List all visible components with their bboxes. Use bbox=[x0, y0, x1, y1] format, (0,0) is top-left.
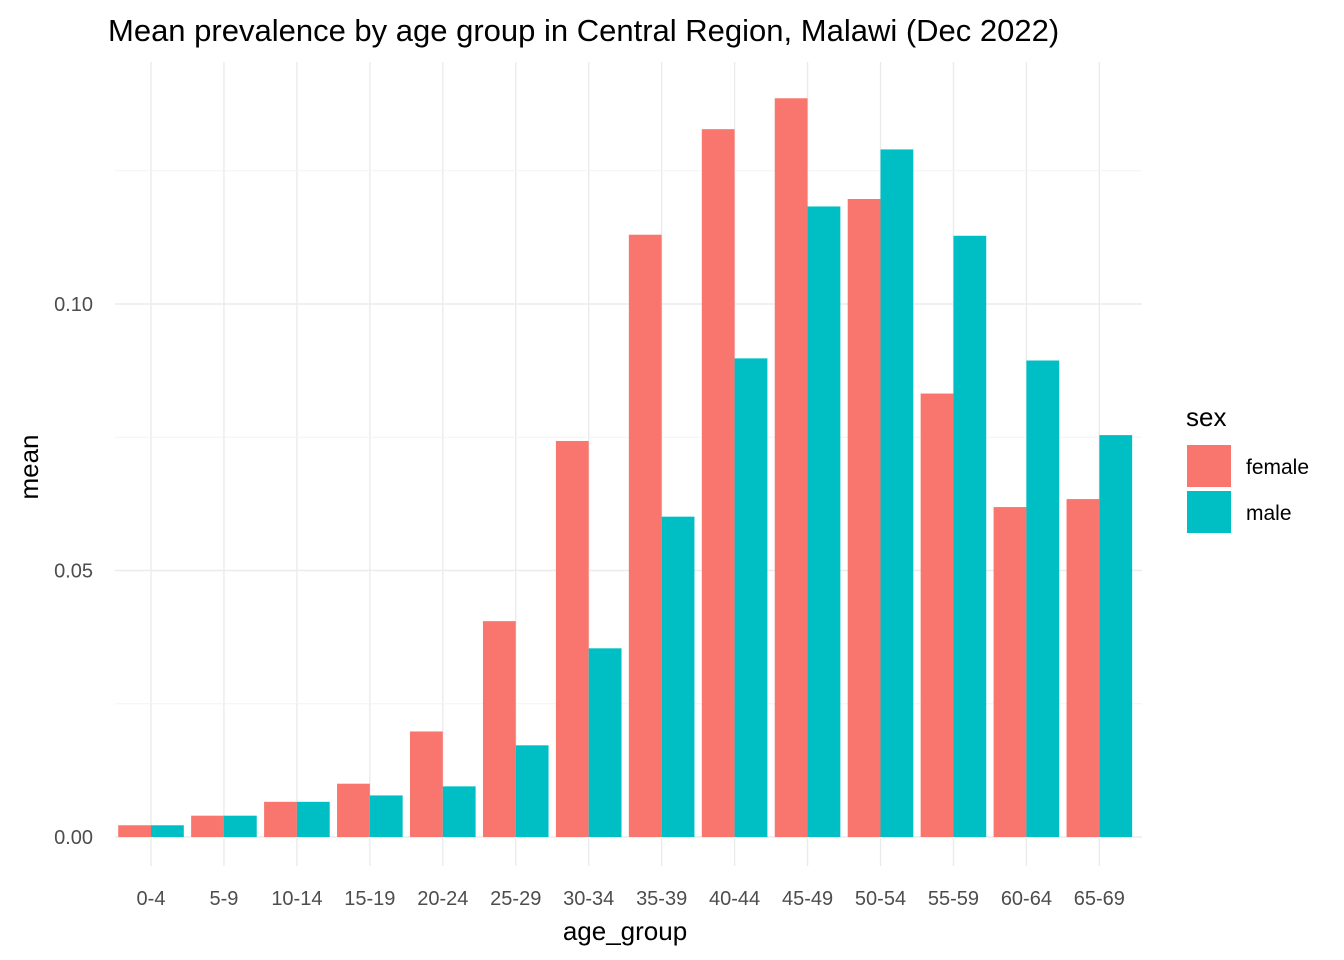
grid-lines bbox=[115, 62, 1142, 866]
legend-title: sex bbox=[1186, 402, 1226, 432]
bar-female-60-64 bbox=[993, 507, 1027, 837]
x-tick-label: 60-64 bbox=[1001, 888, 1052, 910]
x-tick-label: 25-29 bbox=[490, 888, 541, 910]
bar-female-30-34 bbox=[555, 440, 589, 837]
x-tick-label: 35-39 bbox=[636, 888, 687, 910]
legend-label-male: male bbox=[1246, 502, 1292, 525]
bar-male-10-14 bbox=[296, 801, 330, 837]
bar-female-0-4 bbox=[118, 825, 151, 837]
bar-female-25-29 bbox=[482, 621, 516, 837]
legend-label-female: female bbox=[1246, 456, 1309, 479]
bar-female-65-69 bbox=[1066, 499, 1100, 837]
bar-female-55-59 bbox=[920, 393, 954, 837]
bar-female-35-39 bbox=[628, 234, 662, 837]
bar-female-40-44 bbox=[701, 129, 735, 837]
bar-male-55-59 bbox=[953, 235, 987, 837]
bars bbox=[118, 98, 1133, 837]
x-tick-label: 65-69 bbox=[1074, 888, 1125, 910]
x-tick-label: 50-54 bbox=[855, 888, 906, 910]
bar-male-45-49 bbox=[807, 206, 841, 837]
bar-male-5-9 bbox=[223, 815, 257, 837]
y-tick-label: 0.05 bbox=[54, 561, 93, 583]
x-tick-label: 15-19 bbox=[344, 888, 395, 910]
bar-female-15-19 bbox=[337, 783, 370, 837]
legend: sex female male bbox=[1186, 402, 1309, 533]
x-tick-label: 20-24 bbox=[417, 888, 468, 910]
x-tick-label: 45-49 bbox=[782, 888, 833, 910]
x-tick-label: 40-44 bbox=[709, 888, 760, 910]
bar-male-40-44 bbox=[734, 358, 768, 837]
bar-male-60-64 bbox=[1026, 360, 1060, 837]
bar-male-20-24 bbox=[442, 786, 476, 837]
y-axis-title: mean bbox=[14, 434, 44, 499]
bar-male-30-34 bbox=[588, 648, 622, 837]
bar-female-45-49 bbox=[774, 98, 808, 837]
bar-male-15-19 bbox=[369, 795, 403, 837]
legend-key-male bbox=[1187, 491, 1231, 533]
x-axis-title: age_group bbox=[563, 916, 687, 946]
bar-female-20-24 bbox=[410, 731, 443, 837]
y-axis-ticks: 0.00 0.05 0.10 bbox=[54, 294, 93, 849]
bar-male-65-69 bbox=[1099, 435, 1133, 837]
y-tick-label: 0.10 bbox=[54, 294, 93, 316]
bar-female-50-54 bbox=[847, 199, 881, 837]
bar-female-10-14 bbox=[264, 801, 297, 837]
y-tick-label: 0.00 bbox=[54, 827, 93, 849]
x-tick-label: 10-14 bbox=[271, 888, 322, 910]
bar-male-50-54 bbox=[880, 149, 914, 837]
bar-male-25-29 bbox=[515, 745, 549, 837]
chart-title: Mean prevalence by age group in Central … bbox=[108, 13, 1059, 48]
bar-male-0-4 bbox=[151, 825, 184, 837]
legend-key-female bbox=[1187, 445, 1231, 487]
x-axis-ticks: 0-4 5-9 10-14 15-19 20-24 25-29 30-34 35-39 40-4… bbox=[137, 888, 1125, 910]
x-tick-label: 30-34 bbox=[563, 888, 614, 910]
x-tick-label: 55-59 bbox=[928, 888, 979, 910]
x-tick-label: 5-9 bbox=[209, 888, 238, 910]
x-tick-label: 0-4 bbox=[137, 888, 166, 910]
bar-male-35-39 bbox=[661, 516, 695, 837]
bar-female-5-9 bbox=[191, 815, 224, 837]
